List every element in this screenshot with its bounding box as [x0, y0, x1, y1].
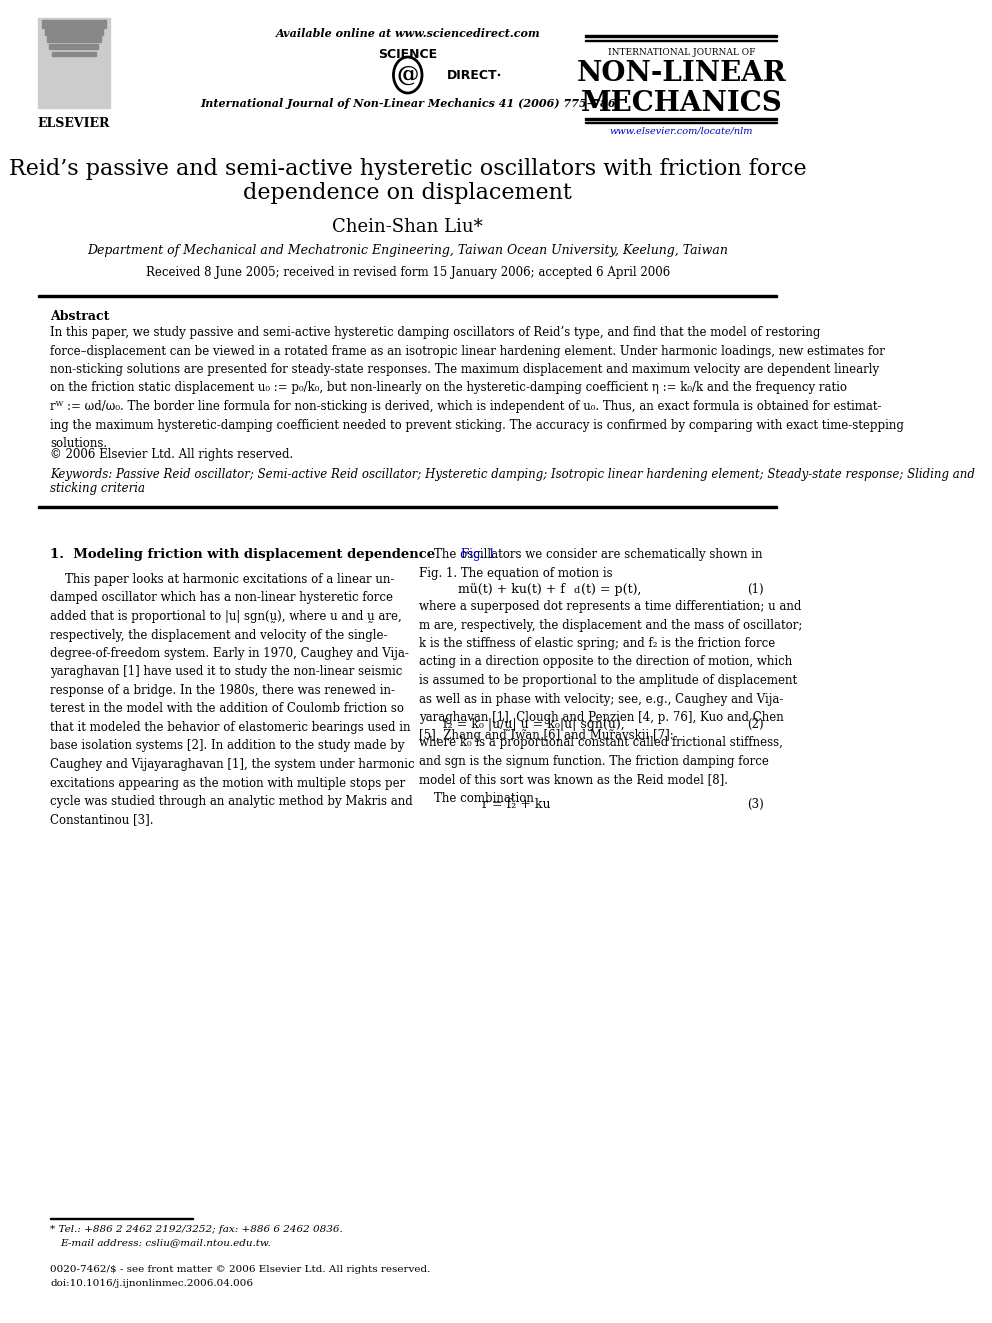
Text: 0020-7462/$ - see front matter © 2006 Elsevier Ltd. All rights reserved.: 0020-7462/$ - see front matter © 2006 El…	[51, 1265, 431, 1274]
Bar	[47, 36, 101, 42]
Text: @: @	[397, 64, 419, 86]
Bar	[585, 118, 778, 120]
Text: SCIENCE: SCIENCE	[378, 48, 437, 61]
Text: In this paper, we study passive and semi-active hysteretic damping oscillators o: In this paper, we study passive and semi…	[51, 325, 904, 450]
Text: NON-LINEAR: NON-LINEAR	[576, 60, 787, 87]
Text: where k₀ is a proportional constant called frictional stiffness,
and sgn is the : where k₀ is a proportional constant call…	[419, 736, 783, 804]
Text: (2): (2)	[747, 718, 764, 732]
Text: (3): (3)	[747, 798, 764, 811]
Text: where a superposed dot represents a time differentiation; u and
m are, respectiv: where a superposed dot represents a time…	[419, 601, 803, 742]
Bar	[39, 19, 109, 108]
Text: d: d	[573, 586, 579, 595]
Text: Available online at www.sciencedirect.com: Available online at www.sciencedirect.co…	[276, 28, 540, 38]
Text: dependence on displacement: dependence on displacement	[243, 183, 572, 204]
Text: doi:10.1016/j.ijnonlinmec.2006.04.006: doi:10.1016/j.ijnonlinmec.2006.04.006	[51, 1279, 253, 1289]
Bar	[52, 52, 96, 56]
Text: 1.  Modeling friction with displacement dependence: 1. Modeling friction with displacement d…	[51, 548, 435, 561]
Bar	[45, 28, 103, 34]
Bar	[39, 295, 778, 296]
Text: Keywords: Passive Reid oscillator; Semi-active Reid oscillator; Hysteretic dampi: Keywords: Passive Reid oscillator; Semi-…	[51, 468, 975, 482]
Text: Chein-Shan Liu*: Chein-Shan Liu*	[332, 218, 483, 235]
Text: E-mail address: csliu@mail.ntou.edu.tw.: E-mail address: csliu@mail.ntou.edu.tw.	[61, 1238, 271, 1248]
Text: f₂ = k₀ |u/ṵ| ṵ = k₀|u| sgn(ṵ),: f₂ = k₀ |u/ṵ| ṵ = k₀|u| sgn(ṵ),	[442, 718, 624, 732]
Text: www.elsevier.com/locate/nlm: www.elsevier.com/locate/nlm	[609, 127, 753, 136]
Text: Abstract: Abstract	[51, 310, 109, 323]
Text: Reid’s passive and semi-active hysteretic oscillators with friction force: Reid’s passive and semi-active hystereti…	[9, 157, 806, 180]
Text: The oscillators we consider are schematically shown in
Fig. 1. The equation of m: The oscillators we consider are schemati…	[419, 548, 762, 579]
Bar	[585, 34, 778, 37]
Text: Department of Mechanical and Mechatronic Engineering, Taiwan Ocean University, K: Department of Mechanical and Mechatronic…	[87, 243, 728, 257]
Bar	[39, 505, 778, 508]
Text: (1): (1)	[747, 583, 764, 595]
Text: sticking criteria: sticking criteria	[51, 482, 145, 495]
Text: International Journal of Non-Linear Mechanics 41 (2006) 775–786: International Journal of Non-Linear Mech…	[200, 98, 616, 108]
Text: Fig. 1: Fig. 1	[461, 548, 496, 561]
Text: DIRECT·: DIRECT·	[446, 69, 502, 82]
Text: © 2006 Elsevier Ltd. All rights reserved.: © 2006 Elsevier Ltd. All rights reserved…	[51, 448, 294, 460]
Text: MECHANICS: MECHANICS	[580, 90, 782, 116]
Bar	[50, 44, 98, 49]
Text: ELSEVIER: ELSEVIER	[38, 116, 110, 130]
Text: * Tel.: +886 2 2462 2192/3252; fax: +886 6 2462 0836.: * Tel.: +886 2 2462 2192/3252; fax: +886…	[51, 1225, 343, 1234]
Text: (t) = p(t),: (t) = p(t),	[580, 583, 641, 595]
Text: This paper looks at harmonic excitations of a linear un-
damped oscillator which: This paper looks at harmonic excitations…	[51, 573, 415, 827]
Text: Received 8 June 2005; received in revised form 15 January 2006; accepted 6 April: Received 8 June 2005; received in revise…	[146, 266, 670, 279]
Text: r = f₂ + ku: r = f₂ + ku	[482, 798, 551, 811]
Text: INTERNATIONAL JOURNAL OF: INTERNATIONAL JOURNAL OF	[607, 48, 755, 57]
Bar	[43, 20, 105, 28]
Text: mü(t) + ku(t) + f: mü(t) + ku(t) + f	[458, 583, 565, 595]
